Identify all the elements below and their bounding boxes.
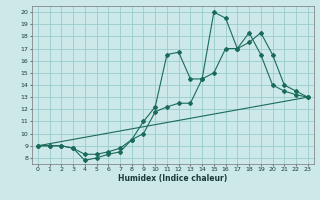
X-axis label: Humidex (Indice chaleur): Humidex (Indice chaleur): [118, 174, 228, 183]
